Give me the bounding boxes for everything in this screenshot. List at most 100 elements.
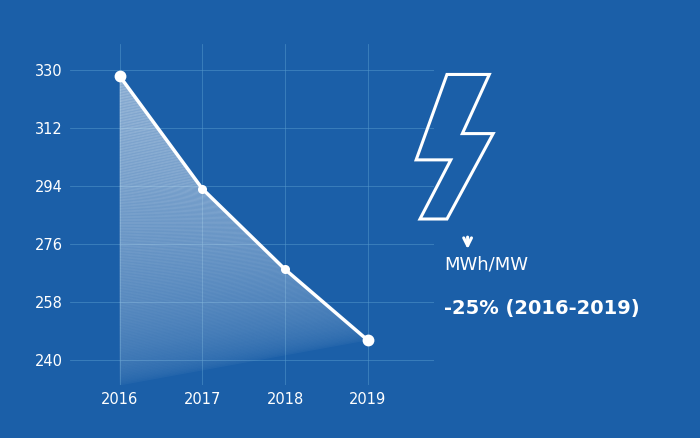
Polygon shape [120,303,326,333]
Polygon shape [120,228,244,231]
Polygon shape [120,227,242,229]
Polygon shape [120,335,363,379]
Polygon shape [120,337,365,382]
Polygon shape [120,209,228,213]
Polygon shape [120,242,258,249]
Polygon shape [120,229,245,232]
Polygon shape [120,296,317,322]
Polygon shape [120,300,322,328]
Polygon shape [120,112,149,117]
Polygon shape [120,223,239,225]
Polygon shape [120,222,237,223]
Polygon shape [120,265,282,279]
Polygon shape [120,178,203,189]
Polygon shape [120,251,267,260]
Polygon shape [120,270,287,285]
Polygon shape [120,318,343,354]
Polygon shape [120,322,348,360]
Polygon shape [120,136,169,144]
Polygon shape [120,110,148,115]
Polygon shape [120,186,209,195]
Polygon shape [120,118,155,124]
Polygon shape [120,167,194,177]
Polygon shape [120,113,150,118]
Polygon shape [120,307,330,339]
Polygon shape [120,317,342,353]
Polygon shape [120,293,314,319]
Polygon shape [120,234,250,238]
Polygon shape [120,240,256,246]
Polygon shape [120,247,264,255]
Polygon shape [120,166,193,176]
Polygon shape [120,169,195,179]
Polygon shape [120,85,128,88]
Polygon shape [120,161,189,171]
Polygon shape [120,194,215,201]
Polygon shape [120,212,230,216]
Polygon shape [120,206,225,211]
Polygon shape [120,272,290,288]
Polygon shape [120,104,144,108]
Polygon shape [120,96,137,100]
Polygon shape [120,170,197,181]
Polygon shape [120,92,133,95]
Polygon shape [120,88,131,91]
Polygon shape [120,269,286,283]
Polygon shape [120,283,302,304]
Polygon shape [120,173,199,184]
Polygon shape [120,276,293,293]
Polygon shape [120,195,216,202]
Polygon shape [120,87,130,89]
Polygon shape [120,237,253,243]
Polygon shape [120,205,224,210]
Polygon shape [120,132,166,139]
Polygon shape [120,328,354,368]
Polygon shape [120,333,360,376]
Polygon shape [120,274,292,291]
Polygon shape [120,311,335,345]
Polygon shape [120,156,186,166]
Polygon shape [120,142,174,151]
Polygon shape [120,197,218,204]
Polygon shape [120,284,303,305]
Polygon shape [120,259,276,271]
Polygon shape [120,250,266,258]
Polygon shape [120,233,248,237]
Polygon shape [120,299,321,327]
Polygon shape [120,203,223,208]
Polygon shape [120,149,179,157]
Polygon shape [120,175,200,186]
Polygon shape [120,84,127,86]
Polygon shape [120,232,248,235]
Polygon shape [120,90,132,93]
Polygon shape [120,214,231,217]
Polygon shape [120,107,146,112]
Polygon shape [120,289,309,313]
Polygon shape [120,305,328,336]
Polygon shape [120,328,356,370]
Polygon shape [120,192,214,200]
Polygon shape [120,331,358,373]
Polygon shape [120,313,337,347]
Polygon shape [120,147,178,155]
Polygon shape [120,267,284,280]
Polygon shape [120,320,346,357]
Polygon shape [120,263,280,276]
Polygon shape [120,106,144,110]
Polygon shape [120,319,344,356]
Polygon shape [120,119,155,125]
Polygon shape [120,115,152,120]
Polygon shape [120,334,362,378]
Polygon shape [120,217,234,219]
Polygon shape [120,282,301,302]
Polygon shape [120,286,306,308]
Polygon shape [120,78,122,79]
Polygon shape [120,304,327,334]
Polygon shape [120,201,221,207]
Polygon shape [120,276,295,294]
Polygon shape [120,256,272,266]
Polygon shape [120,257,274,268]
Polygon shape [120,226,241,228]
Polygon shape [120,323,349,362]
Polygon shape [120,102,142,106]
